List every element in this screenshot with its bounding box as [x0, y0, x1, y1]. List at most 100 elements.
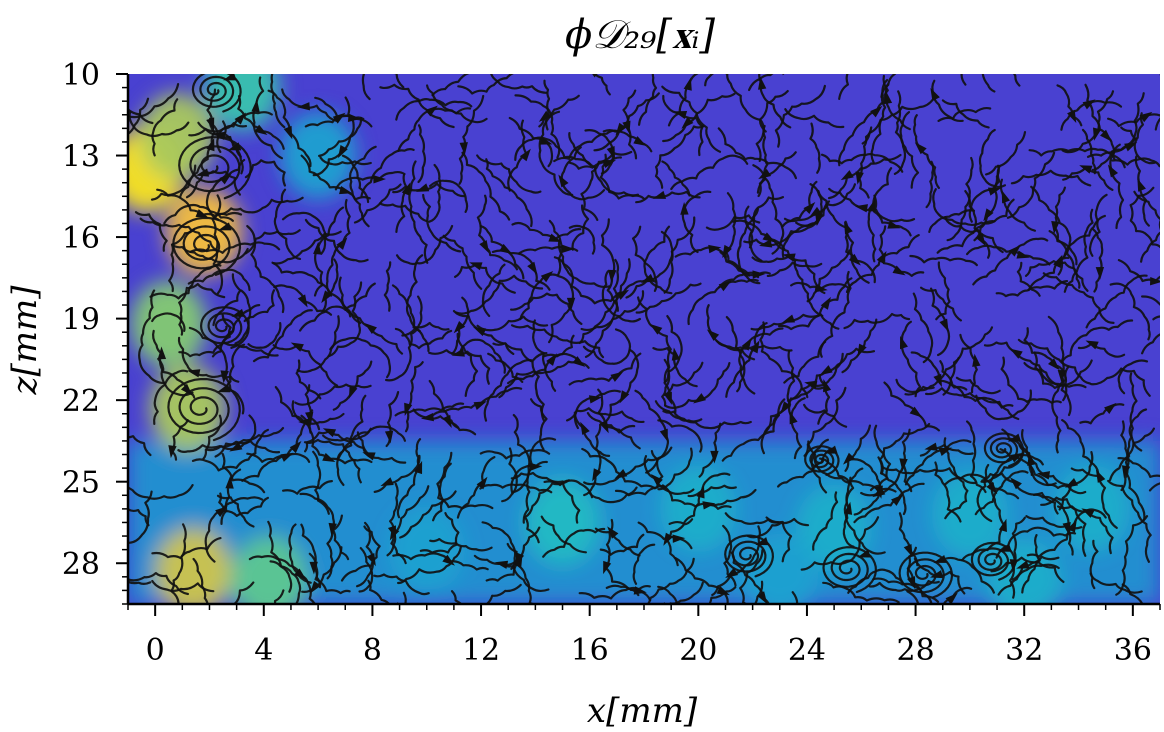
- streamline: [605, 584, 652, 602]
- streamline: [857, 126, 873, 199]
- streamline-arrow: [254, 124, 268, 135]
- streamline: [1062, 166, 1114, 191]
- streamline-arrow: [680, 202, 689, 215]
- streamline: [281, 211, 327, 255]
- streamline: [538, 110, 574, 196]
- streamline: [270, 74, 286, 129]
- streamline: [542, 352, 590, 369]
- streamline-arrow: [297, 294, 308, 308]
- streamline: [1077, 342, 1126, 358]
- streamline: [1020, 429, 1057, 487]
- streamline-arrow: [362, 452, 376, 461]
- streamline-arrow: [780, 401, 791, 415]
- streamline: [454, 263, 516, 294]
- streamline-arrow: [759, 239, 773, 248]
- streamline: [838, 74, 889, 167]
- streamline: [281, 88, 338, 122]
- streamline: [505, 526, 541, 566]
- streamline: [912, 292, 934, 364]
- streamline-arrow: [1104, 402, 1117, 415]
- streamline: [214, 427, 285, 458]
- streamline-arrow: [289, 441, 302, 454]
- heat-spot: [130, 280, 207, 368]
- streamline-arrow: [469, 262, 483, 271]
- streamline: [1032, 493, 1074, 556]
- streamline-arrow: [758, 76, 767, 90]
- streamline: [319, 156, 372, 166]
- streamline: [878, 422, 931, 475]
- streamline: [282, 480, 333, 495]
- streamline: [395, 224, 454, 266]
- streamline: [436, 451, 494, 510]
- streamline-arrow: [538, 110, 552, 122]
- streamline: [981, 472, 1059, 515]
- streamline-arrow: [781, 314, 796, 323]
- streamline-arrow: [305, 411, 314, 425]
- streamline: [248, 555, 317, 604]
- streamline: [599, 533, 645, 556]
- streamline: [899, 111, 920, 189]
- streamline: [321, 258, 339, 313]
- streamline: [806, 249, 851, 303]
- streamline: [211, 194, 224, 295]
- streamline: [1090, 367, 1151, 397]
- streamline-arrow: [607, 269, 617, 283]
- streamline: [600, 218, 620, 312]
- streamline-arrow: [1036, 471, 1051, 480]
- streamline: [304, 218, 369, 263]
- streamline: [766, 261, 823, 278]
- streamline: [1026, 508, 1107, 558]
- streamline-arrow: [1107, 164, 1119, 178]
- x-tick-label: 32: [1005, 633, 1043, 668]
- streamline-arrow: [1010, 452, 1024, 463]
- streamline: [128, 435, 152, 457]
- streamline-arrow: [283, 125, 293, 140]
- streamline: [791, 591, 799, 604]
- plot-area: [128, 74, 1160, 604]
- streamline: [925, 160, 935, 209]
- streamline-arrow: [1057, 369, 1067, 383]
- streamline-arrow: [527, 261, 538, 275]
- streamline-arrow: [310, 580, 321, 594]
- streamline: [812, 491, 839, 551]
- streamline: [755, 90, 789, 162]
- streamline: [1081, 128, 1097, 175]
- streamline-arrow: [1095, 266, 1105, 280]
- streamline: [751, 255, 826, 295]
- heat-spot: [155, 527, 232, 604]
- streamline: [1056, 84, 1083, 127]
- heatmap: [128, 74, 1160, 604]
- streamline: [325, 198, 351, 297]
- streamline: [511, 221, 582, 241]
- streamline-arrow: [930, 87, 940, 102]
- streamline: [224, 343, 246, 392]
- streamline: [428, 163, 442, 223]
- streamline: [972, 237, 1049, 286]
- chart-title: ϕ𝒟₂₉[𝐱ᵢ]: [565, 12, 715, 58]
- streamline-arrow: [673, 110, 688, 120]
- streamline-arrow: [157, 346, 167, 360]
- streamline-arrow: [929, 570, 944, 579]
- streamline: [725, 322, 768, 398]
- streamlines: [128, 74, 1160, 604]
- streamline-arrow: [290, 342, 304, 352]
- streamline-arrow: [870, 105, 883, 118]
- streamline: [1025, 515, 1083, 530]
- streamline: [519, 273, 572, 321]
- streamline-arrow: [1079, 165, 1093, 174]
- streamline: [654, 125, 705, 189]
- streamline: [233, 581, 255, 604]
- streamline-arrow: [414, 460, 423, 475]
- streamline: [893, 90, 907, 175]
- streamline-arrow: [519, 148, 531, 162]
- streamline: [638, 74, 658, 126]
- streamline: [212, 273, 242, 327]
- heat-spot: [931, 470, 1008, 558]
- streamline-arrow: [1095, 469, 1106, 483]
- heat-spot: [524, 479, 601, 566]
- streamline: [542, 527, 606, 558]
- streamline: [662, 94, 704, 157]
- streamline: [395, 97, 473, 121]
- streamline: [492, 342, 545, 422]
- streamline: [450, 590, 463, 604]
